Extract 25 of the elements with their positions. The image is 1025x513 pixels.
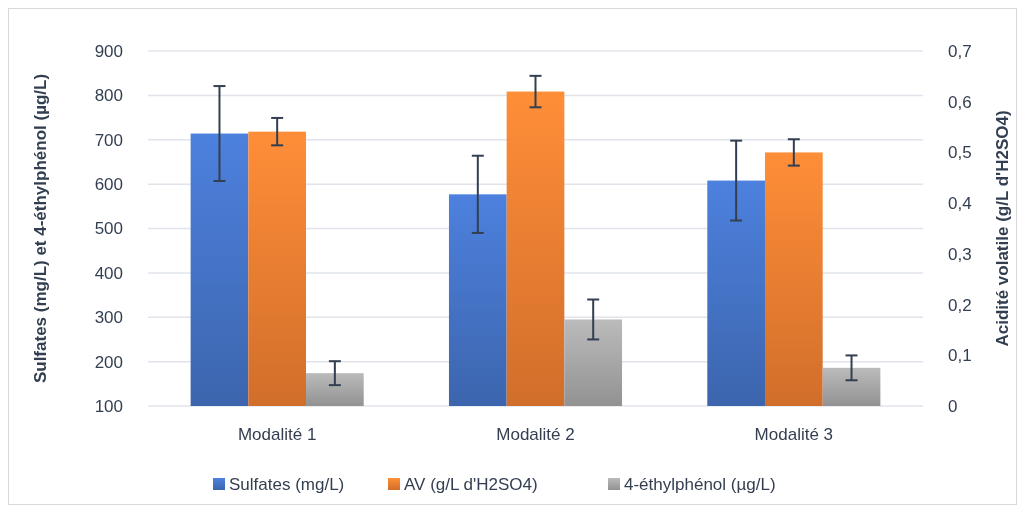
y-tick-label: 500 [94,219,123,239]
y-tick-label: 400 [94,263,123,283]
y2-tick-label: 0,1 [948,346,972,366]
y-tick-label: 700 [94,130,123,150]
legend-label: AV (g/L d'H2SO4) [404,475,538,494]
y2-tick-label: 0,2 [948,295,972,315]
y-tick-label: 600 [94,175,123,195]
x-tick-label: Modalité 2 [496,425,575,444]
y-tick-label: 900 [94,41,123,61]
y2-tick-label: 0,3 [948,244,972,264]
y-tick-label: 300 [94,308,123,328]
y2-tick-label: 0,4 [948,194,972,214]
y2-tick-label: 0,6 [948,92,972,112]
x-tick-label: Modalité 1 [237,425,317,444]
y2-tick-label: 0 [948,396,958,416]
y-tick-label: 200 [94,352,123,372]
y-tick-label: 800 [94,86,123,106]
y2-axis-title: Acidité volatile (g/L d'H2SO4) [993,110,1012,347]
legend-label: Sulfates (mg/L) [229,475,345,494]
y-tick-label: 100 [94,396,123,416]
y2-tick-label: 0,5 [948,143,972,163]
y-axis-title: Sulfates (mg/L) et 4-éthylphénol (µg/L) [31,73,50,384]
x-tick-label: Modalité 3 [754,425,834,444]
y2-tick-label: 0,7 [948,41,972,61]
legend-label: 4-éthylphénol (µg/L) [624,475,776,494]
